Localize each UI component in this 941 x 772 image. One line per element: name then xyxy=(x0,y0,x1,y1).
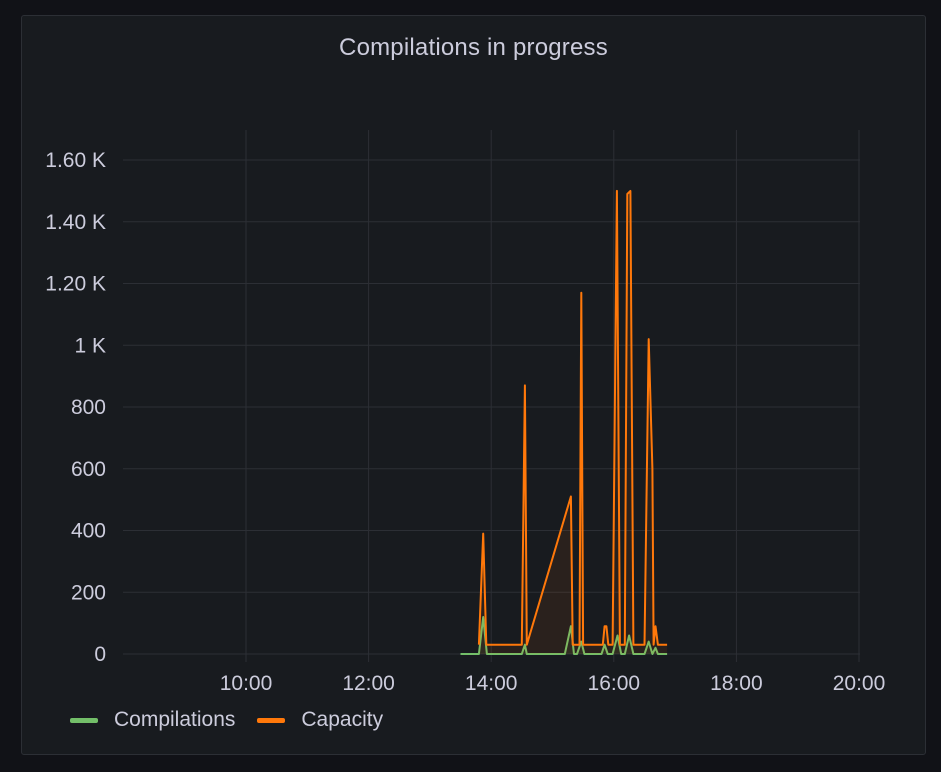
y-tick-label: 400 xyxy=(71,520,106,543)
legend-item-compilations[interactable]: Compilations xyxy=(70,708,235,732)
y-tick-label: 600 xyxy=(71,458,106,481)
y-tick-label: 0 xyxy=(94,643,106,666)
legend-item-capacity[interactable]: Capacity xyxy=(257,708,383,732)
chart-legend: Compilations Capacity xyxy=(70,708,405,732)
legend-swatch-compilations xyxy=(70,717,98,723)
y-tick-label: 1.20 K xyxy=(45,273,106,296)
y-tick-label: 1 K xyxy=(74,334,106,357)
y-tick-label: 1.40 K xyxy=(45,211,106,234)
legend-label-capacity: Capacity xyxy=(301,708,384,731)
series-area-capacity xyxy=(478,190,668,654)
y-tick-label: 800 xyxy=(71,396,106,419)
y-tick-label: 200 xyxy=(71,581,106,604)
legend-label-compilations: Compilations xyxy=(114,708,236,731)
x-tick-label: 20:00 xyxy=(833,672,886,695)
x-tick-label: 16:00 xyxy=(588,672,641,695)
x-tick-label: 18:00 xyxy=(710,672,763,695)
series-line-capacity[interactable] xyxy=(477,189,668,646)
y-tick-label: 1.60 K xyxy=(45,149,106,172)
legend-swatch-capacity xyxy=(257,717,286,723)
x-tick-label: 12:00 xyxy=(342,672,395,695)
x-tick-label: 10:00 xyxy=(220,672,273,695)
x-tick-label: 14:00 xyxy=(465,672,518,695)
series-line-compilations[interactable] xyxy=(460,616,668,655)
panel-title[interactable]: Compilations in progress xyxy=(339,34,608,61)
chart-panel: Compilations in progress xyxy=(21,15,926,755)
